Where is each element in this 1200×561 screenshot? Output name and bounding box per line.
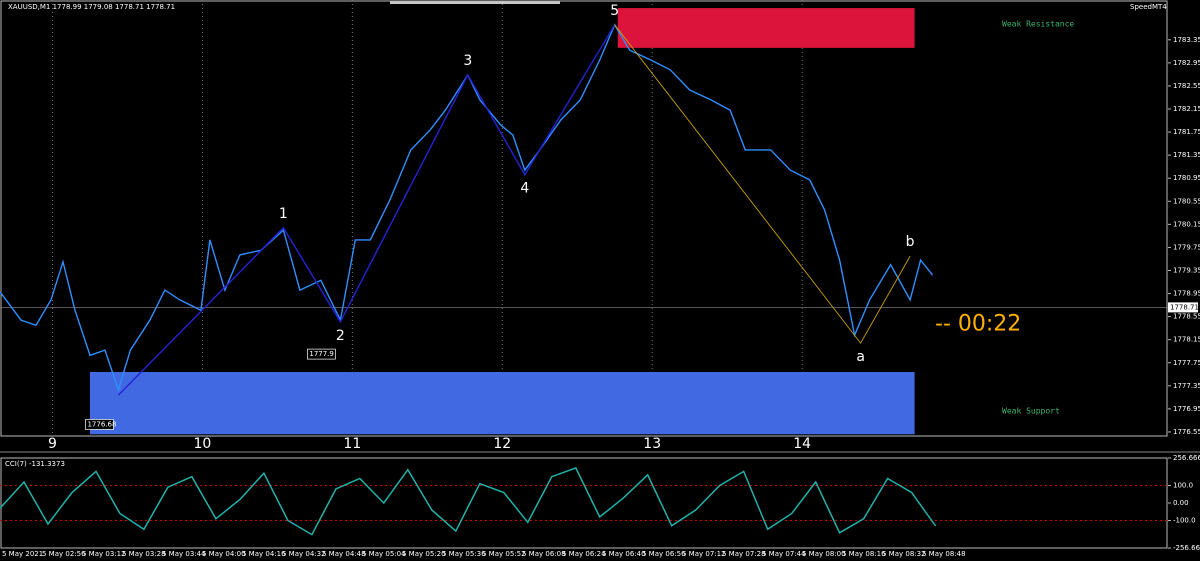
time-label: 5 May 03:44: [162, 550, 206, 558]
wave-label: 3: [463, 53, 472, 69]
wave-label: 1: [279, 206, 288, 222]
zone-label: Weak Support: [1002, 407, 1060, 416]
y-tick-label: -256.6667: [1173, 544, 1200, 552]
y-tick-label: 1779.75: [1173, 243, 1200, 251]
indicator-frame: [0, 457, 1168, 549]
y-tick-label: 0.00: [1173, 499, 1189, 507]
y-tick-label: 256.6667: [1173, 454, 1200, 462]
timer: -- 00:22: [935, 311, 1021, 336]
wave-label: 5: [610, 3, 619, 19]
y-tick-label: 1783.35: [1173, 36, 1200, 44]
price-mark-label: 1776.68: [87, 420, 116, 428]
time-label: 5 May 03:28: [122, 550, 166, 558]
wave-label: 2: [336, 328, 345, 344]
price-mark-label: 1777.9: [309, 350, 334, 358]
x-tick-label: 10: [193, 436, 211, 452]
y-tick-label: -100.0: [1173, 517, 1196, 525]
y-tick-label: 100.0: [1173, 481, 1193, 489]
time-label: 5 May 08:00: [802, 550, 846, 558]
price-line: [0, 23, 934, 393]
last-price-label: 1778.71: [1170, 303, 1199, 311]
time-label: 5 May 05:04: [362, 550, 406, 558]
y-tick-label: 1781.75: [1173, 128, 1200, 136]
y-tick-label: 1777.35: [1173, 382, 1200, 390]
time-label: 5 May 04:16: [242, 550, 286, 558]
time-label: 5 May 04:48: [322, 550, 366, 558]
time-label: 5 May 08:32: [882, 550, 926, 558]
time-label: 5 May 08:16: [842, 550, 886, 558]
time-label: 5 May 06:56: [642, 550, 686, 558]
time-label: 5 May 08:48: [922, 550, 966, 558]
time-label: 5 May 03:12: [82, 550, 126, 558]
time-label: 5 May 04:00: [202, 550, 246, 558]
y-tick-label: 1778.55: [1173, 313, 1200, 321]
wave-label: 4: [520, 181, 529, 197]
last-price-box: [1168, 302, 1198, 313]
time-label: 5 May 06:40: [602, 550, 646, 558]
zone-label: Weak Resistance: [1002, 19, 1074, 28]
time-label: 5 May 06:08: [522, 550, 566, 558]
time-label: 5 May 2021: [2, 550, 43, 558]
y-tick-label: 1778.95: [1173, 290, 1200, 298]
y-tick-label: 1779.35: [1173, 266, 1200, 274]
y-tick-label: 1780.15: [1173, 220, 1200, 228]
time-label: 5 May 02:56: [42, 550, 86, 558]
correction-line: [614, 24, 911, 344]
zigzag-line: [117, 24, 616, 396]
time-label: 5 May 07:12: [682, 550, 726, 558]
y-tick-label: 1782.15: [1173, 105, 1200, 113]
y-tick-label: 1778.15: [1173, 336, 1200, 344]
symbol-header: XAUUSD,M1 1778.99 1779.08 1778.71 1778.7…: [8, 3, 175, 11]
y-tick-label: 1782.95: [1173, 59, 1200, 67]
time-label: 5 May 06:24: [562, 550, 606, 558]
y-tick-label: 1782.55: [1173, 82, 1200, 90]
y-tick-label: 1781.35: [1173, 151, 1200, 159]
wave-label: a: [856, 349, 865, 365]
wave-label: b: [906, 234, 915, 250]
time-label: 5 May 05:52: [482, 550, 526, 558]
price-mark-box: [85, 419, 114, 430]
y-tick-label: 1780.95: [1173, 174, 1200, 182]
cci-line: [0, 466, 937, 536]
y-tick-label: 1780.55: [1173, 197, 1200, 205]
x-tick-label: 13: [643, 436, 661, 452]
scrollbar[interactable]: [390, 1, 560, 4]
zone: [89, 371, 915, 435]
x-tick-label: 14: [793, 436, 811, 452]
time-label: 5 May 05:20: [402, 550, 446, 558]
zone: [617, 8, 915, 48]
x-tick-label: 11: [343, 436, 361, 452]
time-label: 5 May 04:32: [282, 550, 326, 558]
time-label: 5 May 07:28: [722, 550, 766, 558]
time-label: 5 May 07:44: [762, 550, 806, 558]
main-frame: [0, 0, 1168, 437]
price-mark-box: [307, 348, 336, 360]
x-tick-label: 12: [493, 436, 511, 452]
time-label: 5 May 05:36: [442, 550, 486, 558]
y-tick-label: 1777.75: [1173, 359, 1200, 367]
y-tick-label: 1776.95: [1173, 405, 1200, 413]
y-tick-label: 1776.55: [1173, 428, 1200, 436]
badge: SpeedMT4: [1130, 3, 1167, 11]
indicator-title: CCI(7) -131.3373: [5, 460, 65, 468]
x-tick-label: 9: [48, 436, 57, 452]
